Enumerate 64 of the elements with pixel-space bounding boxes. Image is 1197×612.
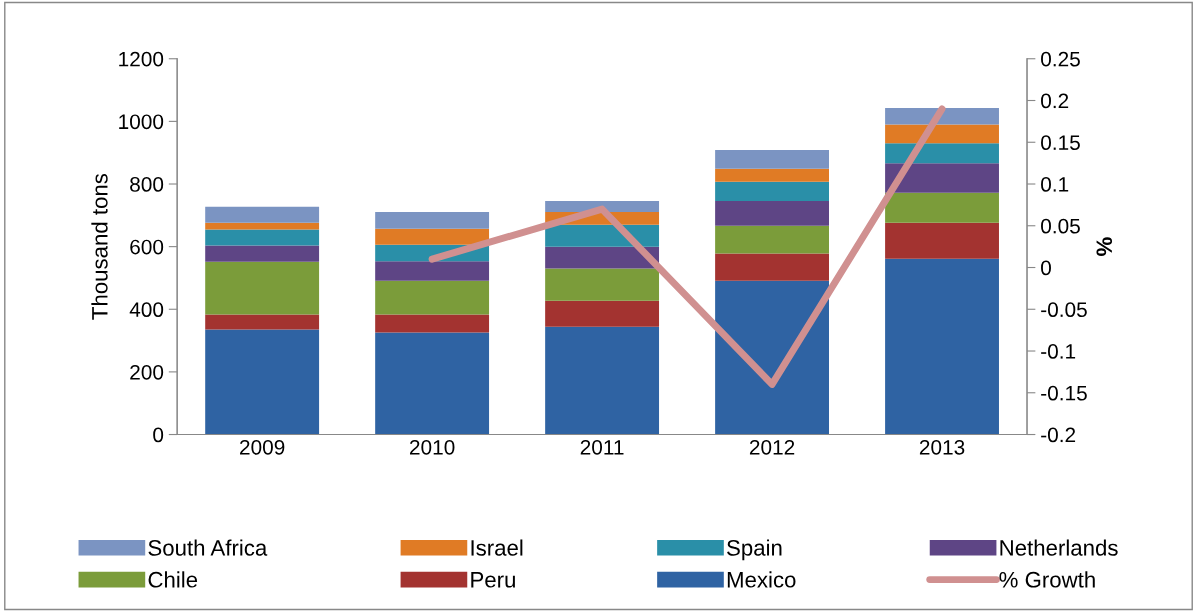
y2-tick-label: 0.15 bbox=[1041, 135, 1080, 151]
bar bbox=[715, 181, 830, 201]
y2-tick-label: -0.1 bbox=[1041, 344, 1076, 359]
y-tick-label: 200 bbox=[130, 364, 164, 380]
x-tick-label: 2011 bbox=[580, 439, 624, 455]
bar bbox=[885, 143, 999, 164]
legend-label: Peru bbox=[471, 572, 515, 588]
y2-tick-label: -0.05 bbox=[1041, 302, 1087, 318]
bar bbox=[715, 200, 830, 226]
bar bbox=[885, 163, 999, 193]
y-tick-label: 1200 bbox=[119, 51, 164, 67]
bar bbox=[545, 224, 660, 247]
y2-tick-label: -0.2 bbox=[1041, 427, 1076, 443]
y-tick-label: 1000 bbox=[119, 114, 164, 130]
y-axis-title: Thousand tons bbox=[91, 173, 108, 320]
bar bbox=[545, 246, 660, 269]
bar bbox=[205, 314, 320, 330]
bar bbox=[885, 107, 999, 125]
y2-tick-label: 0.2 bbox=[1041, 93, 1069, 109]
bar bbox=[885, 258, 999, 435]
x-tick-label: 2012 bbox=[749, 439, 795, 455]
bar bbox=[375, 314, 490, 333]
bar bbox=[545, 326, 660, 435]
bar bbox=[885, 222, 999, 259]
bar bbox=[205, 261, 320, 315]
legend-label: South Africa bbox=[148, 539, 268, 556]
bar bbox=[205, 329, 320, 435]
y-tick-label: 600 bbox=[130, 239, 164, 255]
bar bbox=[715, 280, 830, 435]
legend-label: Chile bbox=[148, 571, 198, 588]
bar bbox=[715, 253, 830, 281]
y2-axis-title: % bbox=[1096, 237, 1113, 256]
x-tick-label: 2010 bbox=[409, 439, 455, 455]
bar bbox=[375, 332, 490, 435]
legend-label: % Growth bbox=[999, 571, 1095, 588]
bar bbox=[205, 222, 320, 230]
legend-label: Mexico bbox=[727, 571, 796, 588]
bar bbox=[375, 211, 490, 229]
x-tick-label: 2013 bbox=[919, 439, 965, 455]
y2-tick-label: 0.05 bbox=[1041, 218, 1080, 234]
legend-label: Netherlands bbox=[1000, 539, 1118, 556]
legend-label: Spain bbox=[727, 539, 782, 561]
bar bbox=[715, 149, 830, 169]
x-tick-label: 2009 bbox=[240, 439, 285, 455]
bar bbox=[885, 192, 999, 223]
bar bbox=[375, 228, 490, 245]
bar bbox=[205, 229, 320, 246]
bar bbox=[715, 168, 830, 182]
bar bbox=[205, 206, 320, 223]
bar bbox=[545, 268, 660, 301]
y2-tick-label: 0 bbox=[1041, 260, 1051, 276]
y-tick-label: 400 bbox=[129, 302, 164, 318]
y2-tick-label: 0.1 bbox=[1041, 177, 1069, 192]
bar bbox=[375, 280, 490, 315]
y-tick-label: 0 bbox=[153, 427, 164, 443]
legend-label: Israel bbox=[471, 539, 523, 556]
bar bbox=[375, 261, 490, 281]
bar bbox=[545, 300, 660, 327]
bar bbox=[205, 245, 320, 262]
y2-tick-label: 0.25 bbox=[1041, 51, 1080, 67]
bar bbox=[715, 225, 830, 254]
y2-tick-label: -0.15 bbox=[1041, 385, 1087, 401]
y-tick-label: 800 bbox=[130, 177, 164, 192]
bar bbox=[545, 200, 660, 212]
